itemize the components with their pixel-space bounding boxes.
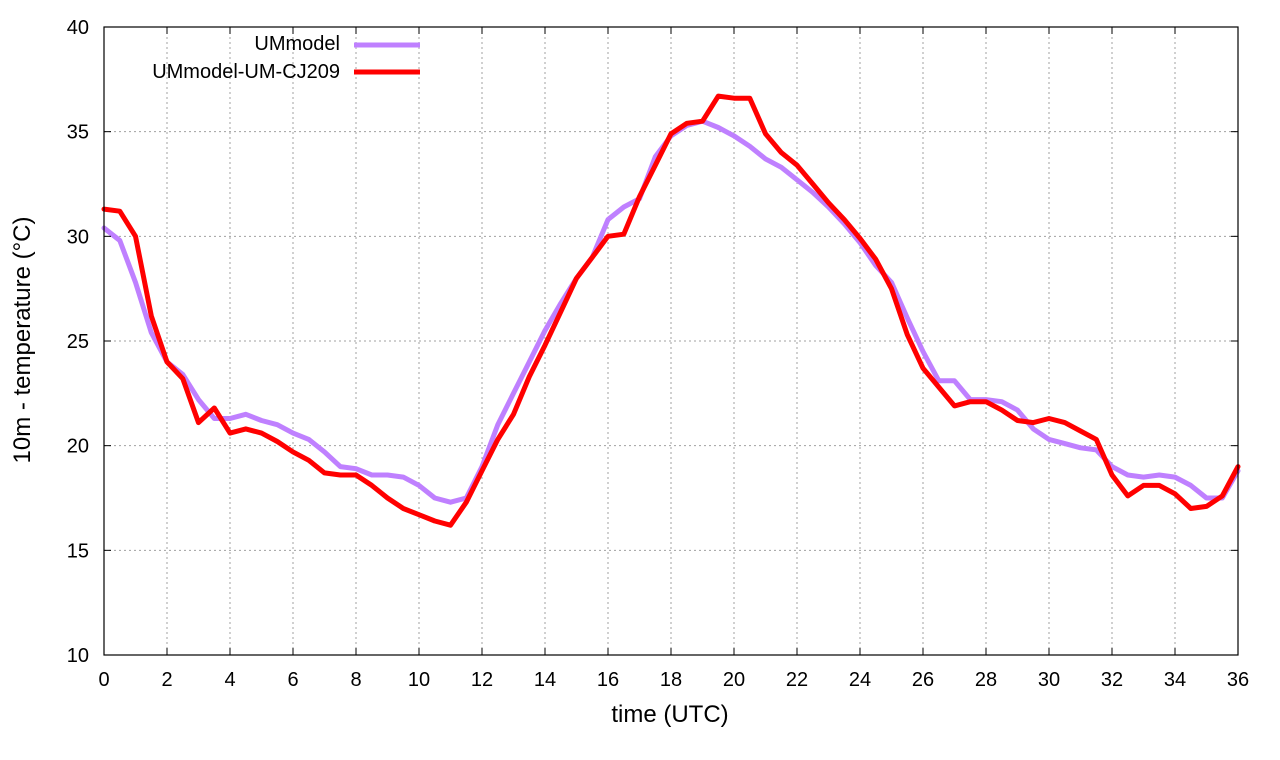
x-tick-label: 0 — [98, 669, 109, 691]
y-tick-label: 10 — [67, 645, 89, 667]
x-tick-label: 16 — [597, 669, 619, 691]
series-line-ummodel-um-cj209 — [101, 93, 1241, 528]
y-axis-label: 10m - temperature (°C) — [9, 217, 36, 464]
series-layer — [101, 93, 1241, 528]
x-tick-label: 20 — [723, 669, 745, 691]
x-tick-label: 2 — [161, 669, 172, 691]
ticks — [103, 26, 1239, 656]
x-tick-label: 32 — [1101, 669, 1123, 691]
y-tick-label: 25 — [67, 331, 89, 353]
x-tick-label: 14 — [534, 669, 556, 691]
x-axis-label: time (UTC) — [611, 701, 728, 728]
y-tick-label: 20 — [67, 436, 89, 458]
grid — [104, 27, 1238, 655]
x-tick-label: 24 — [849, 669, 871, 691]
legend: UMmodel UMmodel-UM-CJ209 — [152, 33, 420, 83]
tick-labels: 0 2 4 6 8 10 12 14 16 18 20 22 24 26 28 30 32 34 361015202… — [67, 17, 1249, 691]
y-tick-label: 15 — [67, 540, 89, 562]
x-tick-label: 26 — [912, 669, 934, 691]
x-tick-label: 28 — [975, 669, 997, 691]
x-tick-label: 36 — [1227, 669, 1249, 691]
legend-label-ummodel-um-cj209: UMmodel-UM-CJ209 — [152, 61, 340, 83]
x-tick-label: 10 — [408, 669, 430, 691]
x-tick-label: 6 — [287, 669, 298, 691]
x-tick-label: 8 — [350, 669, 361, 691]
x-tick-label: 34 — [1164, 669, 1186, 691]
x-tick-label: 22 — [786, 669, 808, 691]
y-tick-label: 30 — [67, 226, 89, 248]
y-tick-label: 35 — [67, 122, 89, 144]
x-tick-label: 12 — [471, 669, 493, 691]
x-tick-label: 18 — [660, 669, 682, 691]
x-tick-label: 30 — [1038, 669, 1060, 691]
legend-label-ummodel: UMmodel — [254, 33, 340, 55]
y-tick-label: 40 — [67, 17, 89, 39]
x-tick-label: 4 — [224, 669, 235, 691]
